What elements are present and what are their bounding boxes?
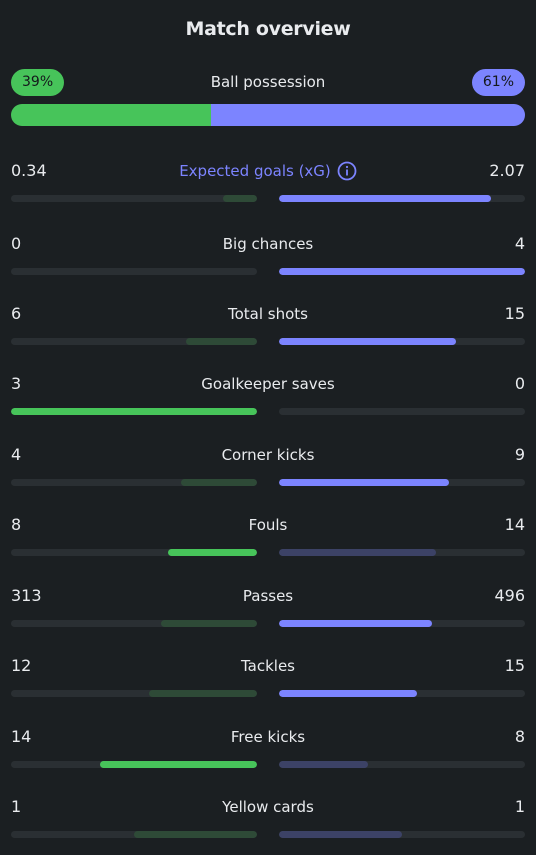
stat-row: 313 Passes 496 — [11, 585, 525, 627]
stat-label-wrap: Passes — [11, 585, 525, 607]
stat-away-bar-fill — [279, 761, 368, 768]
stat-home-bar-fill — [185, 338, 257, 345]
possession-bar — [11, 104, 525, 126]
stat-away-bar-fill — [279, 195, 491, 202]
stat-away-value: 8 — [514, 727, 525, 746]
away-possession-badge: 61% — [471, 69, 525, 96]
stat-label: Yellow cards — [222, 798, 314, 816]
possession-bar-away — [211, 104, 525, 126]
page-title: Match overview — [185, 18, 351, 40]
stat-home-value: 0 — [11, 234, 22, 253]
stat-away-bar — [279, 831, 525, 838]
stat-away-bar — [279, 549, 525, 556]
stat-label: Total shots — [228, 305, 308, 323]
stat-row: 6 Total shots 15 — [11, 303, 525, 345]
stat-label: Tackles — [240, 657, 296, 675]
stat-away-value: 1 — [514, 797, 525, 816]
stat-label: Free kicks — [230, 728, 306, 746]
stat-label: Corner kicks — [221, 446, 315, 464]
stat-row: 3 Goalkeeper saves 0 — [11, 373, 525, 415]
stat-away-bar-fill — [279, 620, 432, 627]
stat-away-value: 15 — [504, 656, 525, 675]
stat-away-bar — [279, 268, 525, 275]
stat-home-bar-fill — [180, 479, 257, 486]
stat-home-value: 8 — [11, 515, 22, 534]
home-possession-badge: 39% — [11, 69, 65, 96]
stat-home-bar — [11, 479, 257, 486]
stat-label-wrap: Big chances — [11, 233, 525, 255]
stat-label: Expected goals (xG) — [179, 162, 331, 180]
stat-home-bar-fill — [148, 690, 257, 697]
stat-label: Passes — [242, 587, 294, 605]
stat-label-wrap: Yellow cards — [11, 796, 525, 818]
stat-home-bar — [11, 761, 257, 768]
stat-away-value: 15 — [504, 304, 525, 323]
stat-row: 4 Corner kicks 9 — [11, 444, 525, 486]
stat-away-value: 496 — [494, 586, 525, 605]
info-icon[interactable] — [337, 161, 357, 181]
stat-home-bar — [11, 408, 257, 415]
stat-home-value: 4 — [11, 445, 22, 464]
stat-label-wrap: Tackles — [11, 655, 525, 677]
stat-home-bar — [11, 195, 257, 202]
stat-home-value: 1 — [11, 797, 22, 816]
stat-home-value: 6 — [11, 304, 22, 323]
stat-home-bar-fill — [222, 195, 257, 202]
stat-home-bar-fill — [11, 408, 257, 415]
possession-bar-home — [11, 104, 212, 126]
stat-label: Fouls — [248, 516, 288, 534]
stat-label-wrap: Total shots — [11, 303, 525, 325]
stat-label-wrap: Corner kicks — [11, 444, 525, 466]
stat-away-value: 4 — [514, 234, 525, 253]
stat-away-bar-fill — [279, 549, 437, 556]
stat-row: 8 Fouls 14 — [11, 514, 525, 556]
stat-away-value: 9 — [514, 445, 525, 464]
stat-home-bar — [11, 549, 257, 556]
stat-away-bar — [279, 195, 525, 202]
stat-away-bar-fill — [279, 831, 402, 838]
stat-home-bar-fill — [134, 831, 257, 838]
stat-row: 0.34 Expected goals (xG) 2.07 — [11, 160, 525, 202]
possession-label: Ball possession — [210, 73, 326, 91]
stat-home-bar — [11, 831, 257, 838]
stat-away-bar-fill — [279, 479, 449, 486]
stat-home-value: 3 — [11, 374, 22, 393]
stat-label: Goalkeeper saves — [201, 375, 335, 393]
stat-away-bar-fill — [279, 338, 457, 345]
stat-home-bar — [11, 338, 257, 345]
stat-label-wrap: Goalkeeper saves — [11, 373, 525, 395]
stat-away-bar — [279, 479, 525, 486]
stat-label: Big chances — [222, 235, 314, 253]
stat-label-wrap[interactable]: Expected goals (xG) — [11, 160, 525, 182]
stat-label-wrap: Free kicks — [11, 726, 525, 748]
stat-home-bar — [11, 620, 257, 627]
stat-row: 1 Yellow cards 1 — [11, 796, 525, 838]
stat-away-bar — [279, 690, 525, 697]
stat-away-bar — [279, 338, 525, 345]
stat-home-value: 0.34 — [11, 161, 47, 180]
stat-away-value: 0 — [514, 374, 525, 393]
stat-away-value: 14 — [504, 515, 525, 534]
stat-home-bar — [11, 690, 257, 697]
stat-home-bar — [11, 268, 257, 275]
stat-row: 0 Big chances 4 — [11, 233, 525, 275]
stat-label-wrap: Fouls — [11, 514, 525, 536]
stat-away-bar-fill — [279, 690, 417, 697]
stat-away-bar — [279, 761, 525, 768]
stat-home-value: 313 — [11, 586, 42, 605]
stat-home-value: 12 — [11, 656, 32, 675]
stat-home-bar-fill — [99, 761, 257, 768]
stat-away-bar — [279, 408, 525, 415]
stat-away-bar-fill — [279, 268, 525, 275]
stat-row: 14 Free kicks 8 — [11, 726, 525, 768]
stat-home-value: 14 — [11, 727, 32, 746]
stat-away-bar — [279, 620, 525, 627]
possession-header: 39% Ball possession 61% — [11, 69, 525, 96]
stat-away-value: 2.07 — [489, 161, 525, 180]
stat-home-bar-fill — [161, 620, 257, 627]
stat-home-bar-fill — [168, 549, 257, 556]
stat-row: 12 Tackles 15 — [11, 655, 525, 697]
